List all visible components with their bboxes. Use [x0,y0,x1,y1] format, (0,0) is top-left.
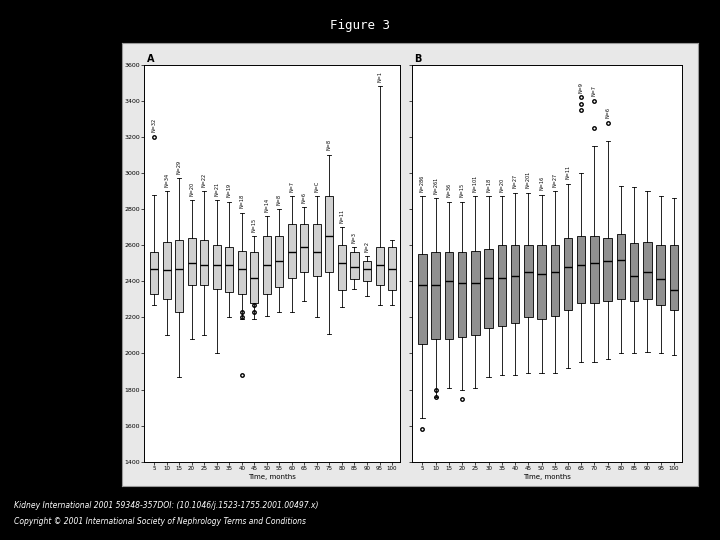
PathPatch shape [418,254,427,345]
Text: N=1: N=1 [377,71,382,82]
Text: N=32: N=32 [151,118,156,132]
PathPatch shape [511,245,519,323]
PathPatch shape [471,251,480,335]
PathPatch shape [498,245,506,326]
Text: N=8: N=8 [276,194,282,205]
PathPatch shape [212,245,220,288]
PathPatch shape [577,236,585,303]
Text: N=261: N=261 [433,177,438,194]
Text: N=7: N=7 [289,181,294,192]
Text: N=101: N=101 [473,175,478,192]
Text: N=2: N=2 [364,240,369,252]
Text: N=19: N=19 [227,184,232,198]
Text: N=286: N=286 [420,175,425,192]
PathPatch shape [288,224,296,278]
PathPatch shape [551,245,559,315]
Text: Figure 3: Figure 3 [330,19,390,32]
PathPatch shape [445,252,453,339]
Text: N=27: N=27 [552,172,557,187]
PathPatch shape [175,240,183,312]
Text: N=11: N=11 [339,208,344,222]
PathPatch shape [225,247,233,292]
Text: N=18: N=18 [486,178,491,192]
PathPatch shape [485,249,492,328]
PathPatch shape [376,247,384,285]
PathPatch shape [657,245,665,305]
Text: N=22: N=22 [202,172,207,187]
Text: N=21: N=21 [214,181,219,195]
PathPatch shape [338,245,346,291]
Text: N=29: N=29 [176,160,181,174]
PathPatch shape [150,252,158,294]
Text: Kidney International 2001 59348-357DOI: (10.1046/j.1523-1755.2001.00497.x): Kidney International 2001 59348-357DOI: … [14,501,319,510]
Text: N=36: N=36 [446,183,451,198]
Text: N=18: N=18 [239,194,244,208]
Text: N=9: N=9 [579,82,584,93]
Text: N=11: N=11 [565,165,570,179]
PathPatch shape [617,234,625,299]
Text: N=27: N=27 [513,174,518,188]
Text: N=15: N=15 [252,218,257,232]
PathPatch shape [363,261,371,281]
Text: N=20: N=20 [500,178,504,192]
Text: N=34: N=34 [164,172,169,187]
PathPatch shape [603,238,612,301]
Text: N=201: N=201 [526,171,531,188]
PathPatch shape [524,245,533,318]
PathPatch shape [325,197,333,272]
PathPatch shape [590,236,599,303]
PathPatch shape [388,247,396,291]
Text: N=14: N=14 [264,198,269,212]
PathPatch shape [643,241,652,299]
PathPatch shape [163,241,171,299]
PathPatch shape [670,245,678,310]
Text: N=6: N=6 [606,107,611,118]
PathPatch shape [275,236,284,287]
Text: N=7: N=7 [592,85,597,96]
PathPatch shape [300,224,308,272]
PathPatch shape [431,252,440,339]
Text: N=20: N=20 [189,181,194,195]
Text: N=15: N=15 [459,183,464,198]
Y-axis label: Weight, grams: Weight, grams [115,238,121,288]
PathPatch shape [313,224,321,276]
PathPatch shape [351,252,359,280]
PathPatch shape [564,238,572,310]
X-axis label: Time, months: Time, months [523,474,571,480]
PathPatch shape [188,238,196,285]
Text: N=3: N=3 [352,232,357,242]
Text: N=6: N=6 [302,192,307,203]
Text: A: A [147,54,154,64]
PathPatch shape [200,240,208,285]
PathPatch shape [238,251,246,294]
Text: N=C: N=C [315,181,320,192]
X-axis label: Time, months: Time, months [248,474,296,480]
Text: N=8: N=8 [327,139,332,151]
PathPatch shape [537,245,546,319]
PathPatch shape [458,252,467,337]
Text: N=16: N=16 [539,176,544,190]
PathPatch shape [630,244,639,301]
Text: Copyright © 2001 International Society of Nephrology Terms and Conditions: Copyright © 2001 International Society o… [14,517,307,526]
PathPatch shape [251,252,258,303]
PathPatch shape [263,236,271,294]
Text: B: B [415,54,422,64]
